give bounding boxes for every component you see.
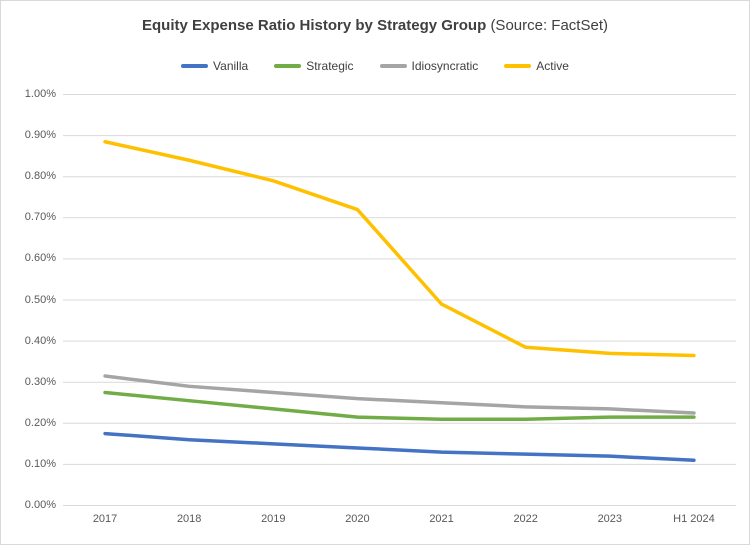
legend-swatch-vanilla (181, 64, 209, 68)
legend-label: Strategic (306, 59, 354, 73)
legend: Vanilla Strategic Idiosyncratic Active (1, 59, 749, 73)
chart-title-source-text: (Source: FactSet) (490, 17, 608, 34)
x-axis-tick-label: 2018 (176, 513, 202, 525)
legend-label: Idiosyncratic (411, 59, 479, 73)
legend-label: Vanilla (213, 59, 249, 73)
x-axis-tick-label: 2019 (261, 513, 286, 525)
y-axis-tick-label: 0.00% (24, 499, 56, 511)
series-line-vanilla[interactable] (103, 431, 696, 463)
x-axis-tick-label: 2020 (345, 513, 370, 525)
legend-swatch-idiosyncratic (379, 64, 407, 68)
chart-title-main: Equity Expense Ratio History by Strategy… (142, 17, 487, 34)
legend-swatch-active (504, 64, 532, 68)
y-axis-tick-label: 0.30% (24, 375, 56, 388)
y-axis-tick-label: 0.90% (24, 129, 56, 142)
legend-item-active[interactable]: Active (504, 59, 569, 73)
y-axis-tick-label: 0.50% (24, 293, 56, 306)
series-line-idiosyncratic[interactable] (103, 374, 696, 415)
series-line-active[interactable] (103, 140, 696, 358)
y-axis-tick-label: 0.40% (24, 334, 56, 347)
y-axis-tick-label: 0.70% (24, 211, 56, 224)
legend-item-idiosyncratic[interactable]: Idiosyncratic (379, 59, 479, 73)
y-axis-tick-label: 1.00% (24, 88, 56, 100)
series-line-strategic[interactable] (103, 390, 696, 421)
x-axis-tick-label: H1 2024 (673, 513, 715, 525)
y-axis-tick-label: 0.10% (24, 457, 56, 470)
y-axis-tick-label: 0.80% (24, 170, 56, 183)
legend-swatch-strategic (274, 64, 302, 68)
chart-title: Equity Expense Ratio History by Strategy… (1, 16, 749, 36)
x-axis-tick-label: 2021 (429, 513, 454, 525)
legend-label: Active (536, 59, 569, 73)
x-axis-tick-label: 2023 (597, 513, 623, 525)
y-axis-tick-label: 0.60% (24, 252, 56, 265)
legend-item-strategic[interactable]: Strategic (274, 59, 354, 73)
y-axis-tick-label: 0.20% (24, 416, 56, 429)
x-axis-tick-label: 2022 (513, 513, 538, 525)
legend-item-vanilla[interactable]: Vanilla (181, 59, 248, 73)
x-axis-tick-label: 2017 (92, 513, 118, 525)
